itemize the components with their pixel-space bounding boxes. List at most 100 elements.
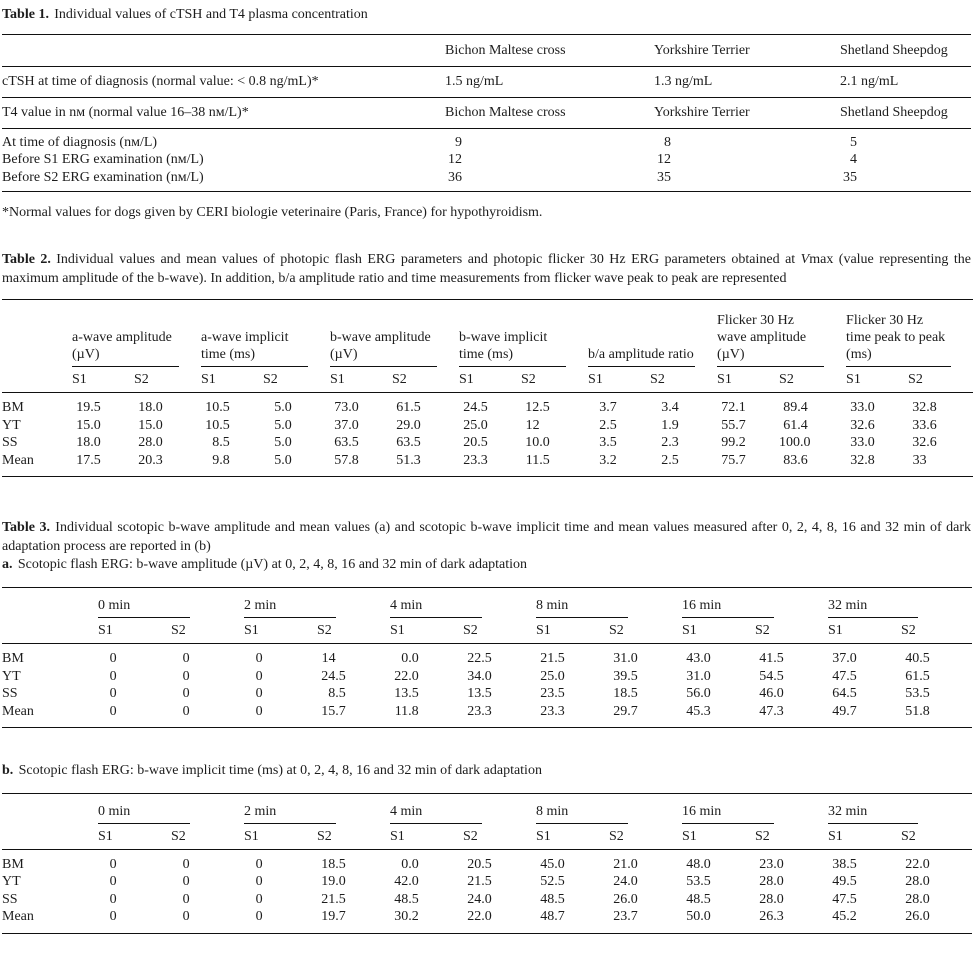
value-cell: 54.5: [759, 668, 784, 684]
value-cell: 11.8: [390, 702, 463, 729]
row-label: Mean: [2, 451, 72, 478]
value-cell: 18.5: [613, 686, 638, 702]
value-cell: 61.5: [396, 400, 421, 416]
group-header: 2 min: [244, 792, 390, 824]
value-cell: 43.0: [686, 651, 711, 667]
value-cell: 5.0: [263, 451, 331, 478]
table2-caption-text-2: max (value representing the maximum ampl…: [2, 252, 971, 286]
value-cell: 24.0: [467, 891, 492, 907]
col-header-s1: S1: [846, 367, 909, 394]
value-cell: 63.5: [396, 435, 421, 451]
value-cell: 5.0: [274, 435, 292, 451]
value-cell: 19.0: [321, 874, 346, 890]
table-row: Mean 17.5 20.3 9.8 5.0 57.8 51.3 23.3 11…: [2, 451, 973, 478]
value-cell: 51.8: [901, 702, 972, 729]
row-label: YT: [2, 668, 21, 684]
table2-caption-label: Table 2.: [2, 252, 51, 268]
group-header: Flicker 30 Hz wave amplitude (µV): [717, 298, 847, 368]
table1-caption-text: Individual values of cTSH and T4 plasma …: [54, 7, 368, 22]
value-cell: 0: [182, 874, 190, 890]
value-cell: Yorkshire Terrier: [654, 97, 840, 129]
row-label: SS: [2, 435, 18, 451]
value-cell: 23.0: [759, 856, 784, 872]
row-label: YT: [2, 417, 21, 433]
col-header-s2: S2: [779, 367, 847, 394]
value-cell: 0: [255, 686, 263, 702]
value-cell: 40.5: [905, 651, 930, 667]
value-cell: 28.0: [138, 435, 163, 451]
value-cell: 13.5: [467, 686, 492, 702]
value-cell: 0: [182, 651, 190, 667]
col-header-s2: S2: [392, 367, 460, 394]
value-cell: 0: [255, 651, 263, 667]
value-cell: 26.3: [755, 908, 828, 934]
value-cell: 89.4: [783, 400, 808, 416]
value-cell: 21.5: [467, 874, 492, 890]
col-header-s2: S2: [317, 618, 390, 645]
value-cell: 100.0: [779, 435, 811, 451]
value-cell: 22.5: [467, 651, 492, 667]
table3b: 0 min 2 min 4 min 8 min 16 min 32 min S1…: [2, 792, 972, 934]
value-cell: 25.0: [540, 668, 565, 684]
col-header-s1: S1: [459, 367, 522, 394]
table3-section: Table 3. Individual scotopic b-wave ampli…: [2, 519, 972, 729]
value-cell: 23.5: [540, 686, 565, 702]
value-cell: 0: [171, 702, 244, 729]
row-label: SS: [2, 891, 18, 907]
row-label: Before S2 ERG examination (nᴍ/L): [2, 168, 445, 193]
group-header: b-wave amplitude (µV): [330, 298, 460, 368]
table1: Bichon Maltese cross Yorkshire Terrier S…: [2, 33, 971, 193]
value-cell: 24.0: [613, 874, 638, 890]
col-header-s2: S2: [650, 367, 718, 394]
value-cell: 29.7: [609, 702, 682, 729]
value-cell: 28.0: [759, 891, 784, 907]
row-label: YT: [2, 874, 21, 890]
value-cell: 42.0: [394, 874, 419, 890]
value-cell: 21.0: [613, 856, 638, 872]
value-cell: 25.0: [463, 417, 488, 433]
group-header: 8 min: [536, 586, 682, 619]
value-cell: 41.5: [759, 651, 784, 667]
value-cell: 10.0: [525, 435, 550, 451]
value-cell: 23.3: [536, 702, 609, 729]
value-cell: 61.5: [905, 668, 930, 684]
col-header-s1: S1: [828, 618, 901, 645]
value-cell: 0: [109, 856, 117, 872]
row-label: Mean: [2, 908, 98, 934]
value-cell: 0: [182, 891, 190, 907]
value-cell: 23.3: [463, 702, 536, 729]
value-cell: 49.7: [828, 702, 901, 729]
group-header: 4 min: [390, 586, 536, 619]
value-cell: 20.5: [463, 435, 488, 451]
value-cell: 0: [109, 651, 117, 667]
value-cell: 48.5: [394, 891, 419, 907]
value-cell: 57.8: [330, 451, 393, 478]
value-cell: 5.0: [274, 417, 292, 433]
subheader-row: S1 S2 S1 S2 S1 S2 S1 S2 S1 S2 S1 S2: [2, 823, 972, 850]
value-cell: 35: [654, 168, 840, 193]
value-cell: 8: [664, 134, 671, 150]
value-cell: 0: [109, 874, 117, 890]
value-cell: 18.0: [138, 400, 163, 416]
value-cell: 38.5: [832, 856, 857, 872]
value-cell: 32.6: [850, 417, 875, 433]
value-cell: 50.0: [682, 908, 755, 934]
table-row: YT 0 0 0 19.0 42.0 21.5 52.5 24.0 53.5 2…: [2, 873, 972, 891]
table-row: Before S2 ERG examination (nᴍ/L) 36 35 3…: [2, 168, 971, 193]
row-label: At time of diagnosis (nᴍ/L): [2, 134, 158, 150]
row-label: Before S1 ERG examination (nᴍ/L): [2, 152, 204, 168]
value-cell: 21.5: [321, 891, 346, 907]
group-header: 32 min: [828, 792, 972, 824]
col-header-s2: S2: [463, 618, 536, 645]
value-cell: 0: [109, 668, 117, 684]
value-cell: 32.8: [912, 400, 937, 416]
value-cell: 0.0: [401, 856, 419, 872]
value-cell: 33.0: [850, 400, 875, 416]
table3a: 0 min 2 min 4 min 8 min 16 min 32 min S1…: [2, 586, 972, 729]
col-header-s1: S1: [98, 618, 171, 645]
value-cell: 2.3: [661, 435, 679, 451]
group-header: 16 min: [682, 586, 828, 619]
subheader-row: S1 S2 S1 S2 S1 S2 S1 S2 S1 S2 S1 S2 S1 S…: [2, 367, 973, 394]
value-cell: 5: [850, 134, 857, 150]
col-header-s1: S1: [98, 823, 171, 850]
